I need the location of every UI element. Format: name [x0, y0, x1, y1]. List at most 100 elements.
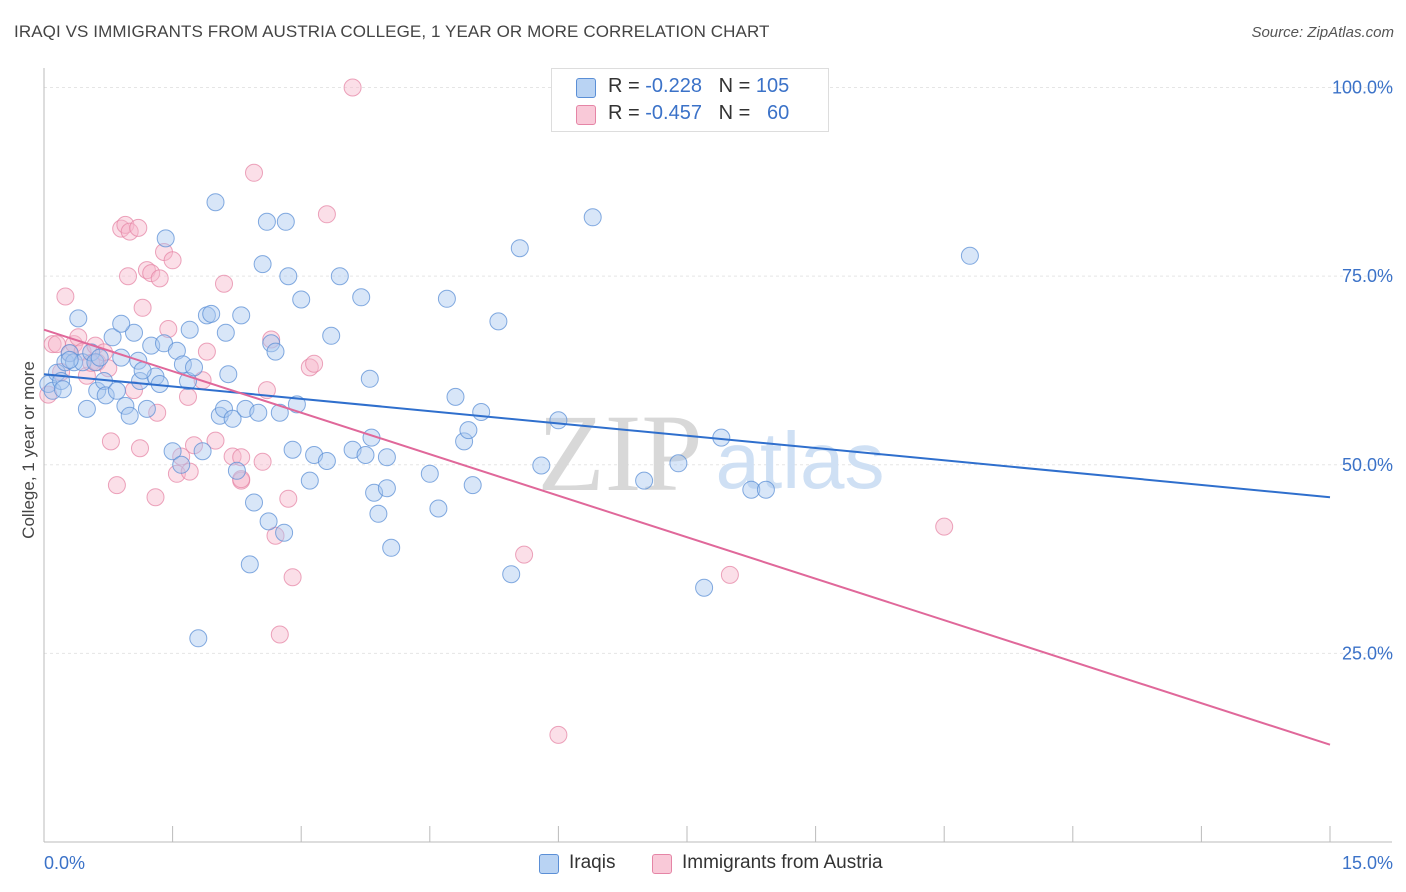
iraqis-point: [322, 326, 341, 345]
iraqis-point: [356, 446, 375, 464]
iraqis-point: [360, 369, 379, 388]
austria-point: [317, 205, 336, 224]
iraqis-point: [437, 289, 456, 308]
tick-labels: 25.0% 50.0% 75.0% 100.0% 0.0% 15.0%: [44, 78, 1393, 873]
austria-point: [215, 274, 233, 293]
iraqis-point: [120, 406, 139, 425]
iraqis-point: [352, 288, 371, 307]
legend-text-austria: R = -0.457 N = 60: [608, 102, 789, 125]
iraqis-point: [429, 499, 448, 518]
austria-point: [56, 287, 75, 306]
iraqis-point: [60, 350, 79, 369]
austria-point: [720, 565, 739, 584]
austria-point: [159, 320, 178, 338]
iraqis-point: [107, 381, 126, 400]
legend-swatch-austria: [652, 854, 672, 874]
austria-point: [232, 448, 251, 467]
iraqis-point: [270, 403, 289, 422]
series-austria-points: [39, 78, 954, 744]
iraqis-point: [382, 538, 401, 557]
iraqis-point: [125, 323, 143, 342]
iraqis-point: [532, 456, 551, 475]
iraqis-point: [163, 442, 182, 461]
n-value-iraqis: 105: [755, 75, 790, 97]
iraqis-point: [245, 493, 263, 512]
austria-point: [131, 439, 149, 458]
austria-point: [148, 403, 167, 422]
austria-point: [935, 517, 954, 536]
austria-point: [142, 264, 161, 283]
austria-point: [279, 489, 298, 508]
iraqis-point: [173, 355, 192, 374]
austria-point: [101, 432, 120, 451]
iraqis-point: [502, 565, 521, 584]
iraqis-point: [60, 344, 79, 363]
iraqis-point: [172, 455, 191, 474]
austria-point: [245, 163, 263, 182]
iraqis-point: [232, 306, 251, 325]
iraqis-point: [223, 409, 242, 428]
iraqis-point: [103, 328, 122, 347]
n-value-austria: 60: [767, 102, 790, 124]
iraqis-point: [53, 380, 72, 399]
austria-point: [283, 568, 302, 587]
austria-point: [232, 470, 251, 489]
y-tick-label: 25.0%: [1342, 643, 1393, 663]
iraqis-point: [276, 212, 295, 231]
austria-point: [305, 354, 324, 373]
trend-line-iraqis: [43, 373, 1331, 499]
trend-lines: [43, 328, 1331, 746]
iraqis-point: [317, 452, 336, 470]
austria-point: [107, 476, 126, 495]
chart-title: IRAQI VS IMMIGRANTS FROM AUSTRIA COLLEGE…: [14, 22, 770, 41]
legend-text-iraqis: R = -0.228 N = 105: [608, 75, 789, 98]
iraqis-point: [695, 578, 714, 597]
y-axis-label: College, 1 year or more: [19, 361, 38, 539]
r-label: R =: [608, 75, 640, 97]
austria-point: [43, 335, 62, 354]
n-label: N =: [718, 75, 751, 97]
iraqis-point: [257, 212, 276, 231]
iraqis-point: [240, 555, 259, 574]
watermark-atlas: atlas: [716, 416, 885, 505]
iraqis-point: [330, 267, 349, 286]
iraqis-point: [287, 395, 306, 414]
iraqis-point: [292, 290, 311, 309]
iraqis-point: [510, 239, 529, 258]
x-tick-label: 0.0%: [44, 853, 85, 873]
watermark-zip: ZIP: [538, 392, 703, 514]
y-tick-label: 100.0%: [1332, 78, 1393, 98]
watermark: ZIP atlas: [538, 392, 885, 514]
iraqis-point: [116, 396, 135, 415]
iraqis-point: [279, 267, 298, 286]
iraqis-point: [77, 399, 96, 418]
iraqis-point: [446, 387, 465, 406]
r-value-iraqis: -0.228: [645, 75, 702, 97]
iraqis-point: [669, 454, 688, 473]
iraqis-point: [180, 320, 199, 339]
iraqis-point: [253, 255, 272, 274]
iraqis-point: [156, 229, 175, 248]
iraqis-point: [88, 381, 107, 400]
iraqis-point: [420, 464, 439, 483]
iraqis-point: [202, 304, 221, 323]
iraqis-point: [167, 341, 186, 360]
iraqis-point: [756, 480, 775, 499]
iraqis-point: [549, 411, 568, 430]
iraqis-point: [275, 523, 294, 542]
iraqis-point: [742, 480, 761, 499]
iraqis-point: [189, 629, 208, 648]
austria-point: [549, 725, 568, 744]
y-tick-label: 75.0%: [1342, 266, 1393, 286]
r-value-austria: -0.457: [645, 102, 702, 124]
iraqis-point: [300, 471, 319, 490]
austria-point: [146, 488, 165, 507]
iraqis-point: [112, 314, 131, 333]
iraqis-point: [262, 334, 281, 353]
iraqis-point: [463, 476, 482, 495]
iraqis-point: [960, 246, 979, 265]
iraqis-point: [459, 421, 478, 440]
legend-label-austria: Immigrants from Austria: [682, 852, 883, 873]
austria-point: [129, 218, 148, 237]
axes: [43, 68, 1392, 843]
